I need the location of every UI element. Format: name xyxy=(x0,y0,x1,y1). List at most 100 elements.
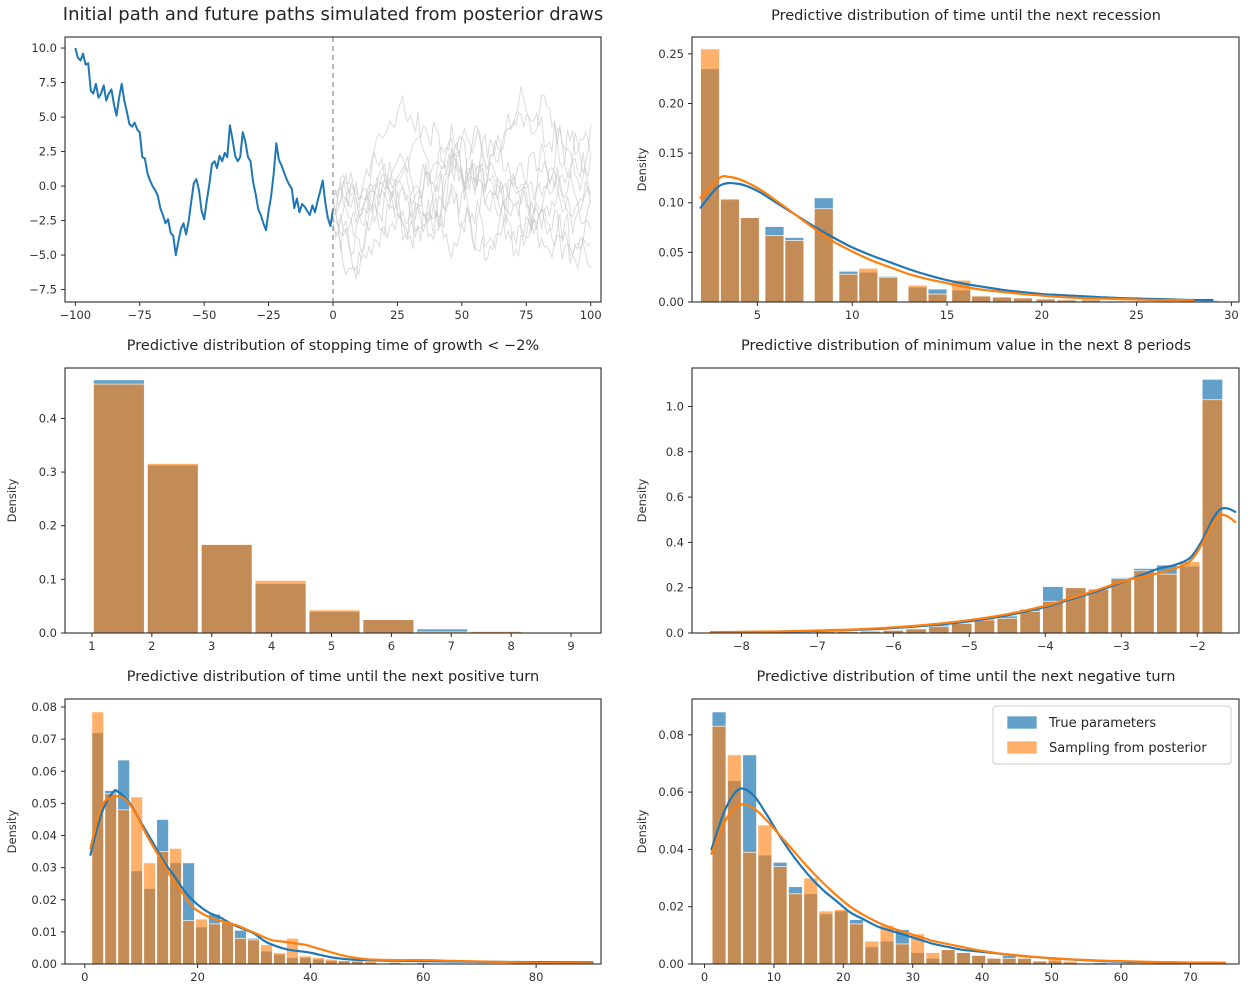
y-tick-label: 1.0 xyxy=(666,400,684,414)
bar xyxy=(1178,561,1201,634)
bar xyxy=(308,609,361,634)
y-axis: 0.00 0.02 0.04 0.06 0.08 xyxy=(658,728,692,971)
y-tick-label: 0.15 xyxy=(658,146,684,160)
future-path-line xyxy=(332,137,592,257)
x-tick-label: 8 xyxy=(508,639,515,653)
time-next-recession-plot: 5 10 15 20 25 30 0.00 0.05 0.10 0.15 0.20 0.25 Densi… xyxy=(635,36,1240,322)
kde-line-sampling-posterior xyxy=(710,803,1227,964)
x-tick-label: 30 xyxy=(1224,308,1239,322)
minimum-value-plot: −8 −7 −6 −5 −4 −3 −2 0.0 0.2 0.4 0.6 0.8 1.0 Density xyxy=(635,367,1240,653)
y-tick-label: 0.04 xyxy=(31,829,57,843)
bar xyxy=(928,626,950,634)
x-tick-label: 20 xyxy=(1034,308,1049,322)
x-tick-label: 20 xyxy=(836,970,851,984)
x-tick-label: 2 xyxy=(148,639,155,653)
y-tick-label: 0.02 xyxy=(31,893,57,907)
x-axis: −8 −7 −6 −5 −4 −3 −2 xyxy=(733,633,1206,653)
y-tick-label: 0.08 xyxy=(658,728,684,742)
bar xyxy=(742,851,757,965)
legend-swatch-blue xyxy=(1006,715,1038,730)
subplot-time-next-recession: 5 10 15 20 25 30 0.00 0.05 0.10 0.15 0.20 0.25 Densi… xyxy=(630,0,1259,330)
x-tick-label: 6 xyxy=(388,639,395,653)
legend-label: True parameters xyxy=(1048,716,1156,731)
x-tick-label: 9 xyxy=(567,639,574,653)
bar xyxy=(992,296,1012,303)
subplot-time-next-positive-turn: 0 20 40 60 80 0.00 0.01 0.02 0.03 0.04 0.05 0.06 0.0… xyxy=(0,661,630,992)
x-tick-label: 60 xyxy=(416,970,431,984)
y-tick-label: 0.10 xyxy=(658,196,684,210)
bar xyxy=(104,793,118,965)
plot-frame xyxy=(64,367,602,634)
y-tick-label: −2.5 xyxy=(29,214,57,228)
bar xyxy=(169,847,182,965)
x-axis: 0 10 20 30 40 50 60 70 xyxy=(701,964,1198,984)
bar xyxy=(739,217,760,303)
bar xyxy=(940,949,956,965)
bar xyxy=(117,809,131,965)
subplot-title-time-next-negative-turn: Predictive distribution of time until th… xyxy=(756,669,1176,685)
y-axis: 0.00 0.05 0.10 0.15 0.20 0.25 xyxy=(658,47,692,309)
future-path-line xyxy=(332,85,592,280)
legend: True parameters Sampling from posterior xyxy=(992,705,1232,765)
bar xyxy=(956,952,971,965)
x-tick-label: 20 xyxy=(190,970,205,984)
plot-frame xyxy=(691,367,1240,634)
y-tick-label: 7.5 xyxy=(39,76,57,90)
x-tick-label: 0 xyxy=(81,970,88,984)
y-tick-label: 5.0 xyxy=(39,110,57,124)
y-tick-label: 0.05 xyxy=(658,245,684,259)
bar xyxy=(1012,297,1033,303)
bar xyxy=(1001,957,1017,965)
x-tick-label: −7 xyxy=(809,639,826,653)
y-axis: 0.0 0.2 0.4 0.6 0.8 1.0 xyxy=(666,400,692,640)
bar xyxy=(93,383,145,634)
x-tick-label: 50 xyxy=(1044,970,1059,984)
bar xyxy=(273,952,286,965)
bar xyxy=(907,284,928,303)
bar xyxy=(905,628,927,634)
bar xyxy=(894,943,910,965)
legend-box xyxy=(992,705,1232,765)
bar xyxy=(1017,957,1032,965)
bar xyxy=(772,866,788,965)
time-next-positive-turn-plot: 0 20 40 60 800.000.010.020.030.040.050.060.0… xyxy=(5,698,602,984)
future-path-line xyxy=(332,151,591,269)
y-axis: −7.5 −5.0 −2.5 0.0 2.5 5.0 7.5 10.0 xyxy=(29,41,65,297)
y-tick-label: 0.0 xyxy=(39,179,57,193)
subplot-stopping-time-growth: 1 2 3 4 5 6 7 8 9 0.0 0.1 0.2 0.3 0.4 Density Predicti… xyxy=(0,330,630,661)
x-tick-label: −5 xyxy=(961,639,978,653)
y-axis-label: Density xyxy=(5,478,19,522)
y-tick-label: 0.2 xyxy=(666,581,684,595)
histogram-sampling-posterior xyxy=(700,48,1219,303)
y-tick-label: 0.00 xyxy=(31,957,57,971)
subplot-title-time-next-recession: Predictive distribution of time until th… xyxy=(771,8,1161,24)
bar xyxy=(833,909,849,965)
y-tick-label: 0.02 xyxy=(658,900,684,914)
y-tick-label: −5.0 xyxy=(29,248,57,262)
time-next-negative-turn-plot: 0 10 20 30 40 50 60 70 0.00 0.02 0.04 0.06 0.08 Densi… xyxy=(635,698,1240,984)
bar xyxy=(1019,611,1041,634)
bar xyxy=(764,235,785,303)
bar xyxy=(971,295,992,303)
y-tick-label: 0.8 xyxy=(666,445,684,459)
legend-swatch-orange xyxy=(1006,740,1038,755)
y-tick-label: 0.25 xyxy=(658,47,684,61)
x-tick-label: 25 xyxy=(1129,308,1144,322)
x-tick-label: 5 xyxy=(754,308,761,322)
bar xyxy=(182,920,195,965)
x-tick-label: 40 xyxy=(303,970,318,984)
initial-path-line xyxy=(74,47,334,257)
y-tick-label: 0.03 xyxy=(31,861,57,875)
bar xyxy=(260,944,273,965)
y-tick-label: −7.5 xyxy=(29,283,57,297)
plot-frame xyxy=(64,698,602,965)
y-axis-label: Density xyxy=(5,809,19,853)
bar xyxy=(312,957,325,965)
subplot-minimum-value: −8 −7 −6 −5 −4 −3 −2 0.0 0.2 0.4 0.6 0.8 1.0 Density … xyxy=(630,330,1259,661)
x-tick-label: 4 xyxy=(268,639,275,653)
y-axis: 0.0 0.1 0.2 0.3 0.4 xyxy=(39,411,65,640)
subplot-initial-paths: −100 −75 −50 −25 0 25 50 75 100 −7.5 −5.0 −2.5 0.0 2.… xyxy=(0,0,630,330)
bar xyxy=(838,273,859,303)
x-axis: 5 10 15 20 25 30 xyxy=(754,302,1239,322)
